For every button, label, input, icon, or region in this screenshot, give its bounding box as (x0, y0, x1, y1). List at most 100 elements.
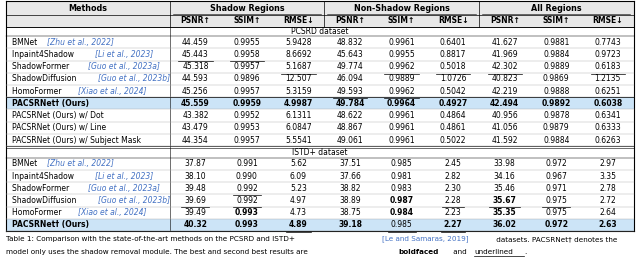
Text: 40.823: 40.823 (492, 75, 518, 83)
Text: 37.51: 37.51 (339, 159, 361, 168)
Text: .: . (524, 249, 527, 255)
Text: [Guo et al., 2023a]: [Guo et al., 2023a] (88, 184, 161, 193)
Text: 0.9961: 0.9961 (388, 38, 415, 47)
Text: 0.971: 0.971 (545, 184, 567, 193)
Text: 0.6401: 0.6401 (440, 38, 467, 47)
Text: 0.6038: 0.6038 (593, 99, 623, 108)
Text: 5.9428: 5.9428 (285, 38, 312, 47)
Text: 37.66: 37.66 (339, 172, 361, 181)
Text: 5.62: 5.62 (290, 159, 307, 168)
Text: 48.622: 48.622 (337, 111, 364, 120)
Bar (6, 1, 634, 27)
Text: underlined: underlined (474, 249, 513, 255)
Text: 0.5018: 0.5018 (440, 62, 467, 71)
Bar (6, 97, 634, 110)
Text: 2.78: 2.78 (600, 184, 616, 193)
Text: 0.992: 0.992 (236, 184, 258, 193)
Text: 35.35: 35.35 (493, 208, 516, 217)
Text: 48.832: 48.832 (337, 38, 364, 47)
Text: 0.4927: 0.4927 (438, 99, 468, 108)
Text: RMSE↓: RMSE↓ (438, 16, 468, 25)
Text: 44.459: 44.459 (182, 38, 209, 47)
Text: 0.9952: 0.9952 (234, 111, 260, 120)
Text: 4.97: 4.97 (290, 196, 307, 205)
Text: 2.64: 2.64 (600, 208, 616, 217)
Text: 0.9892: 0.9892 (541, 99, 571, 108)
Text: [Xiao et al., 2024]: [Xiao et al., 2024] (79, 87, 147, 96)
Text: ShadowFormer: ShadowFormer (12, 62, 71, 71)
Text: 0.6333: 0.6333 (595, 123, 621, 132)
Text: 0.9884: 0.9884 (543, 136, 570, 144)
Text: datasets. PACSRNet† denotes the: datasets. PACSRNet† denotes the (494, 236, 617, 242)
Text: 0.985: 0.985 (391, 159, 412, 168)
Text: 0.9888: 0.9888 (543, 87, 570, 96)
Text: 0.9961: 0.9961 (388, 136, 415, 144)
Text: [Le and Samaras, 2019]: [Le and Samaras, 2019] (382, 236, 468, 243)
Text: 0.9884: 0.9884 (543, 50, 570, 59)
Text: 38.82: 38.82 (339, 184, 361, 193)
Text: 0.9955: 0.9955 (234, 38, 260, 47)
Text: 45.643: 45.643 (337, 50, 364, 59)
Text: 0.975: 0.975 (545, 196, 567, 205)
Text: 0.9869: 0.9869 (543, 75, 570, 83)
Text: 0.9889: 0.9889 (543, 62, 570, 71)
Text: 0.987: 0.987 (390, 196, 413, 205)
Text: 40.956: 40.956 (492, 111, 518, 120)
Text: 0.992: 0.992 (236, 196, 258, 205)
Text: model only uses the shadow removal module. The best and second best results are: model only uses the shadow removal modul… (6, 249, 310, 255)
Bar (6, 219, 634, 231)
Text: [Xiao et al., 2024]: [Xiao et al., 2024] (79, 208, 147, 217)
Text: 0.7743: 0.7743 (595, 38, 621, 47)
Text: 4.89: 4.89 (289, 220, 308, 229)
Text: 0.975: 0.975 (545, 208, 567, 217)
Text: 39.48: 39.48 (184, 184, 206, 193)
Text: PSNR↑: PSNR↑ (180, 16, 211, 25)
Text: 8.6692: 8.6692 (285, 50, 312, 59)
Text: 5.3159: 5.3159 (285, 87, 312, 96)
Text: 0.8817: 0.8817 (440, 50, 467, 59)
Text: 0.967: 0.967 (545, 172, 567, 181)
Text: 45.318: 45.318 (182, 62, 209, 71)
Text: 36.02: 36.02 (493, 220, 516, 229)
Text: 0.9879: 0.9879 (543, 123, 570, 132)
Text: 49.061: 49.061 (337, 136, 364, 144)
Text: Non-Shadow Regions: Non-Shadow Regions (354, 4, 449, 13)
Text: 0.9959: 0.9959 (232, 99, 261, 108)
Text: 45.443: 45.443 (182, 50, 209, 59)
Text: 39.69: 39.69 (184, 196, 206, 205)
Text: 49.784: 49.784 (335, 99, 365, 108)
Text: 45.256: 45.256 (182, 87, 209, 96)
Text: ShadowDiffusion: ShadowDiffusion (12, 75, 78, 83)
Text: 2.82: 2.82 (445, 172, 461, 181)
Text: 46.094: 46.094 (337, 75, 364, 83)
Text: 0.9896: 0.9896 (234, 75, 260, 83)
Text: PSNR↑: PSNR↑ (335, 16, 365, 25)
Text: 0.991: 0.991 (236, 159, 258, 168)
Text: 0.9961: 0.9961 (388, 111, 415, 120)
Text: 0.990: 0.990 (236, 172, 258, 181)
Text: 43.479: 43.479 (182, 123, 209, 132)
Text: 0.993: 0.993 (235, 220, 259, 229)
Text: 42.302: 42.302 (492, 62, 518, 71)
Text: SSIM↑: SSIM↑ (543, 16, 570, 25)
Text: 40.32: 40.32 (184, 220, 207, 229)
Text: 0.984: 0.984 (390, 208, 413, 217)
Text: SSIM↑: SSIM↑ (233, 16, 260, 25)
Text: 0.9957: 0.9957 (234, 87, 260, 96)
Text: 41.056: 41.056 (492, 123, 518, 132)
Text: 4.9987: 4.9987 (284, 99, 313, 108)
Text: 41.627: 41.627 (492, 38, 518, 47)
Text: PACSRNet† (Ours): PACSRNet† (Ours) (12, 99, 88, 108)
Text: Inpaint4Shadow: Inpaint4Shadow (12, 50, 76, 59)
Text: 45.559: 45.559 (181, 99, 210, 108)
Text: 0.9962: 0.9962 (388, 62, 415, 71)
Text: 2.27: 2.27 (444, 220, 463, 229)
Text: 0.983: 0.983 (391, 184, 412, 193)
Text: RMSE↓: RMSE↓ (593, 16, 623, 25)
Text: 2.30: 2.30 (445, 184, 461, 193)
Text: 0.9964: 0.9964 (387, 99, 416, 108)
Text: 1.2135: 1.2135 (595, 75, 621, 83)
Text: [Li et al., 2023]: [Li et al., 2023] (95, 172, 153, 181)
Text: 4.73: 4.73 (290, 208, 307, 217)
Text: [Guo et al., 2023b]: [Guo et al., 2023b] (98, 75, 170, 83)
